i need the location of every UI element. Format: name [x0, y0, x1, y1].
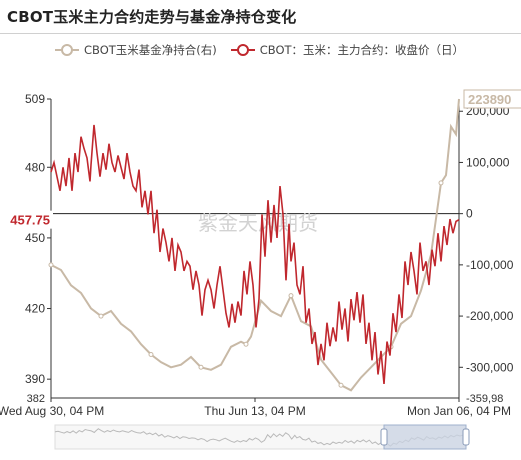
position-marker-label: 223890 [468, 92, 511, 107]
series-point-net-position [243, 341, 249, 347]
title-divider [0, 33, 521, 34]
legend-item-price[interactable]: CBOT：玉米：主力合约：收盘价（日） [230, 42, 465, 58]
y-right-tick-label: -100,000 [466, 258, 514, 272]
x-tick-label: Wed Aug 30, 04 PM [0, 404, 104, 418]
zoom-handle-right[interactable] [462, 428, 470, 446]
series-point-net-position [98, 313, 104, 319]
series-point-net-position [48, 262, 54, 268]
y-left-tick-label: 420 [25, 302, 45, 316]
legend-position-label: CBOT玉米基金净持合(右) [84, 43, 217, 57]
series-point-net-position [338, 382, 344, 388]
legend: CBOT玉米基金净持合(右) CBOT：玉米：主力合约：收盘价（日） [55, 42, 478, 58]
price-marker-bg [0, 210, 53, 229]
y-right-tick-label: -200,000 [466, 309, 514, 323]
legend-price-swatch-icon [230, 44, 255, 56]
y-left-tick-label: 480 [25, 160, 45, 174]
position-marker-box [463, 89, 521, 109]
x-tick-label: Mon Jan 06, 04 PM [407, 404, 511, 418]
y-left-tick-label: 450 [25, 231, 45, 245]
series-point-net-position [288, 293, 294, 299]
zoom-handle-left[interactable] [380, 428, 388, 446]
y-left-tick-label: 509 [25, 92, 45, 106]
y-right-min-label: -359,98 [466, 393, 503, 405]
chart-title: CBOT玉米主力合约走势与基金净持仓变化 [7, 8, 297, 26]
y-left-min-label: 382 [27, 393, 45, 405]
series-point-net-position [148, 351, 154, 357]
series-point-net-position [198, 364, 204, 370]
y-left-tick-label: 390 [25, 372, 45, 386]
price-marker-label: 457.75 [10, 213, 50, 228]
y-right-tick-label: -300,000 [466, 360, 514, 374]
legend-position-swatch-icon [55, 44, 79, 56]
series-point-net-position [438, 180, 444, 186]
legend-price-label: CBOT：玉米：主力合约：收盘价（日） [259, 43, 465, 57]
zoom-selection [383, 424, 467, 450]
y-right-tick-label: 100,000 [466, 155, 510, 169]
watermark: 紫金天风期货 [198, 211, 318, 235]
series-line-net-position [50, 98, 460, 392]
y-right-tick-label: 0 [466, 207, 473, 221]
legend-item-position[interactable]: CBOT玉米基金净持合(右) [55, 42, 217, 58]
series-line-corn-close [50, 124, 460, 384]
x-tick-label: Thu Jun 13, 04 PM [204, 404, 305, 418]
